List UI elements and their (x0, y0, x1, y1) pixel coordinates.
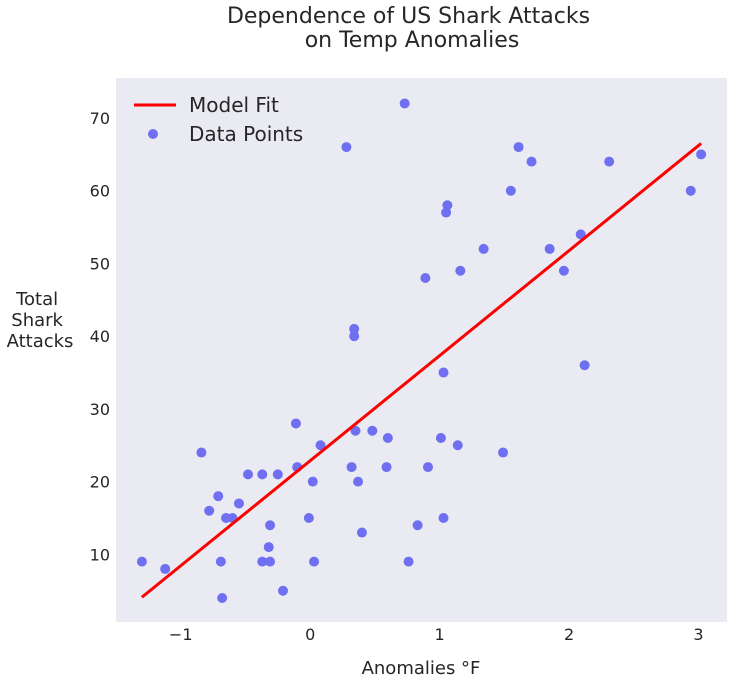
chart-title-line: Dependence of US Shark Attacks (227, 4, 590, 29)
data-point (243, 469, 254, 480)
data-point (381, 462, 392, 473)
chart-title-line: on Temp Anomalies (305, 28, 520, 53)
legend-label-data-points: Data Points (189, 122, 303, 146)
data-points-layer (136, 98, 707, 603)
y-ticks: 10 20 30 40 50 60 70 (90, 109, 110, 564)
data-point (399, 98, 410, 109)
data-point (438, 367, 449, 378)
data-point (513, 142, 524, 153)
model-fit-line (140, 142, 703, 599)
data-point (309, 556, 320, 567)
y-axis-label-line: Shark (11, 310, 63, 331)
data-point (263, 542, 274, 553)
data-point (403, 556, 414, 567)
x-tick-label: 3 (693, 625, 703, 644)
chart-title: Dependence of US Shark Attacks on Temp A… (227, 4, 597, 53)
data-point (290, 418, 301, 429)
data-point (442, 200, 453, 211)
x-tick-label: −1 (169, 625, 193, 644)
y-tick-label: 20 (90, 473, 110, 492)
y-axis-label-line: Total (15, 289, 58, 310)
data-point (349, 323, 360, 334)
data-point (346, 462, 357, 473)
data-point (265, 556, 276, 567)
data-point (341, 142, 352, 153)
data-point (213, 491, 224, 502)
y-tick-label: 30 (90, 400, 110, 419)
data-point (196, 447, 207, 458)
data-point (452, 440, 463, 451)
y-tick-label: 60 (90, 182, 110, 201)
data-point (272, 469, 283, 480)
data-point (558, 265, 569, 276)
data-point (422, 462, 433, 473)
data-point (412, 520, 423, 531)
data-point (349, 331, 360, 342)
y-axis-label-line: Attacks (7, 331, 74, 352)
data-point (277, 585, 288, 596)
data-point (455, 265, 466, 276)
data-point (435, 433, 446, 443)
data-point (204, 505, 215, 516)
data-point (420, 273, 431, 283)
x-ticks: −1 0 1 2 3 (169, 625, 704, 644)
x-axis-label: Anomalies °F (362, 658, 481, 679)
y-axis-label: Total Shark Attacks (7, 289, 74, 352)
data-point (685, 185, 696, 196)
x-tick-label: 0 (305, 625, 315, 644)
y-tick-label: 70 (90, 109, 110, 128)
data-point (356, 527, 367, 538)
legend-point-swatch (148, 129, 158, 139)
data-point (604, 156, 615, 167)
data-point (257, 556, 268, 567)
plot-area (116, 78, 727, 622)
data-point (579, 360, 590, 371)
data-point (136, 556, 147, 567)
data-point (353, 476, 364, 487)
data-point (505, 185, 516, 196)
data-point (303, 513, 314, 523)
data-point (217, 593, 228, 603)
data-point (265, 520, 276, 531)
data-point (350, 425, 361, 436)
data-point (367, 425, 378, 436)
data-point (307, 476, 318, 487)
data-point (438, 513, 449, 523)
y-tick-label: 10 (90, 545, 110, 564)
legend: Model Fit Data Points (134, 93, 303, 146)
data-point (160, 563, 171, 574)
x-tick-label: 2 (564, 625, 574, 644)
x-tick-label: 1 (435, 625, 445, 644)
y-tick-label: 50 (90, 254, 110, 273)
data-point (315, 440, 326, 451)
data-point (696, 149, 707, 160)
legend-label-model-fit: Model Fit (189, 93, 279, 117)
data-point (526, 156, 537, 167)
data-point (215, 556, 226, 567)
data-point (382, 433, 393, 443)
data-point (498, 447, 509, 458)
data-point (257, 469, 268, 480)
data-point (478, 243, 489, 254)
y-tick-label: 40 (90, 327, 110, 346)
data-point (544, 243, 555, 254)
data-point (233, 498, 244, 509)
data-point (575, 229, 586, 240)
